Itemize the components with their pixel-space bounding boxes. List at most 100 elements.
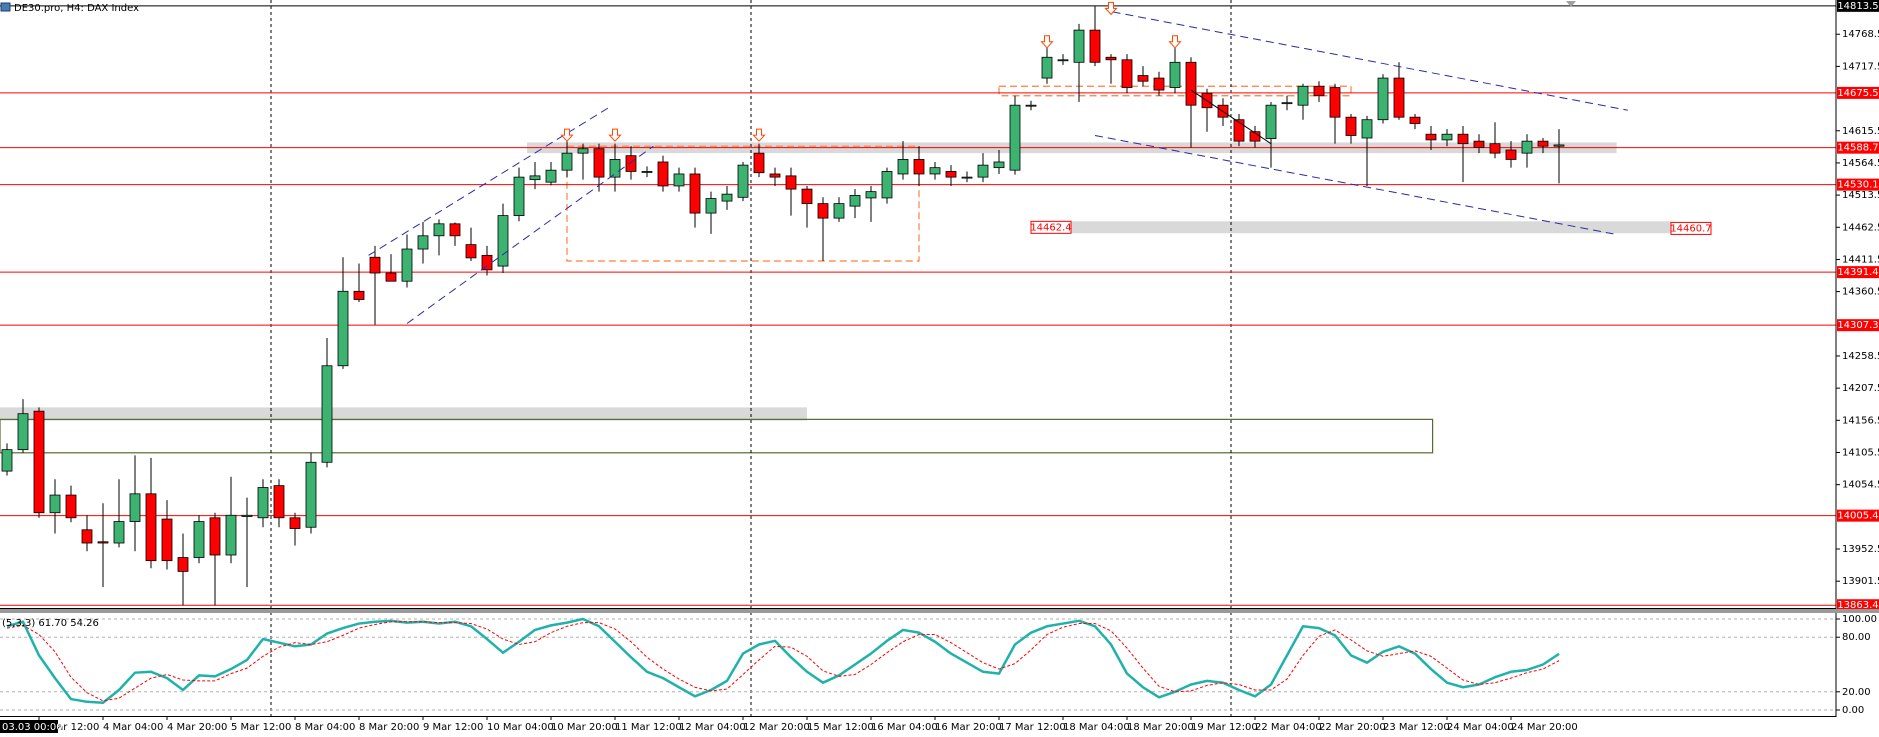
x-tick-label: 17 Mar 12:00 xyxy=(999,722,1066,733)
candle-body xyxy=(1537,140,1549,147)
candle-body xyxy=(529,175,541,181)
candle-body xyxy=(465,244,477,259)
candle-body xyxy=(1313,85,1325,97)
candle-body xyxy=(49,494,61,514)
x-tick-label: 23 Mar 12:00 xyxy=(1383,722,1450,733)
x-tick-label: 9 Mar 12:00 xyxy=(423,722,483,733)
y-tick-label: 13952.5 xyxy=(1842,544,1879,555)
candle-body xyxy=(881,171,893,199)
x-tick-label: 24 Mar 20:00 xyxy=(1511,722,1578,733)
candle-body xyxy=(1105,56,1117,61)
shift-marker xyxy=(1566,1,1576,7)
price-tag: 14462.4 xyxy=(1030,222,1071,233)
y-tick-label: 100.00 xyxy=(1842,614,1877,625)
x-tick-label: 3 Mar 12:00 xyxy=(39,722,99,733)
candle-body xyxy=(561,152,573,171)
price-tag-box xyxy=(1030,220,1072,234)
price-tag: 14460.7 xyxy=(1670,223,1711,234)
candle-body xyxy=(1281,102,1293,105)
candle-body xyxy=(1377,77,1389,121)
candle-body xyxy=(97,541,109,544)
candle-body xyxy=(33,410,45,514)
x-tick-label: 12 Mar 20:00 xyxy=(743,722,810,733)
candle-body xyxy=(17,413,29,451)
candle-body xyxy=(81,529,93,544)
candle-body xyxy=(625,155,637,172)
candle-body xyxy=(273,485,285,519)
y-tick-label: 14513.5 xyxy=(1842,190,1879,201)
level-label-box xyxy=(1837,141,1879,154)
x-tick-label: 24 Mar 04:00 xyxy=(1447,722,1514,733)
level-label: 14005.4 xyxy=(1837,511,1878,522)
candle-body xyxy=(321,365,333,463)
candle-body xyxy=(353,290,365,300)
candle-body xyxy=(1361,119,1373,139)
y-tick-label: 14615.5 xyxy=(1842,126,1879,137)
down-arrow xyxy=(1104,1,1118,16)
candle-body xyxy=(241,514,253,517)
candle-body xyxy=(481,254,493,271)
down-arrow xyxy=(752,128,766,142)
y-tick-label: 14564.5 xyxy=(1842,158,1879,169)
chart-title: DE30.pro, H4: DAX Index xyxy=(14,3,139,14)
candle-body xyxy=(577,148,589,154)
level-label: 14675.5 xyxy=(1837,88,1878,99)
candle-body xyxy=(1489,143,1501,154)
zone xyxy=(0,407,807,421)
candle-body xyxy=(225,514,237,556)
candle-body xyxy=(497,215,509,267)
x-tick-label: 4 Mar 04:00 xyxy=(103,722,163,733)
level-label-box xyxy=(1837,509,1879,522)
y-tick-label: 14717.5 xyxy=(1842,61,1879,72)
down-arrow xyxy=(608,128,622,142)
candle-body xyxy=(1153,77,1165,91)
candle-body xyxy=(401,248,413,282)
cursor-label: 03.03 00:00 xyxy=(2,722,63,733)
candle-body xyxy=(929,167,941,175)
mid-layer: 14768.5 14717.5 14615.5 14564.5 14513.5 14462… xyxy=(0,6,1879,733)
candle-body xyxy=(1297,85,1309,106)
candle-body xyxy=(545,169,557,183)
candle-body xyxy=(1409,116,1421,124)
indicator-line xyxy=(6,621,1560,702)
level-label: 14530.1 xyxy=(1837,180,1878,191)
candle-body xyxy=(801,188,813,205)
candle-body xyxy=(913,159,925,175)
candle-body xyxy=(1393,77,1405,118)
zone xyxy=(1031,221,1671,234)
candle-body xyxy=(1425,133,1437,141)
x-tick-label: 22 Mar 04:00 xyxy=(1255,722,1322,733)
x-tick-label: 8 Mar 04:00 xyxy=(295,722,355,733)
candle-body xyxy=(945,171,957,178)
trendline xyxy=(1112,11,1628,111)
candle-body xyxy=(145,493,157,562)
level-label-box xyxy=(1837,266,1879,279)
candle-body xyxy=(113,521,125,544)
candle-body xyxy=(673,173,685,187)
candle-body xyxy=(993,161,1005,169)
candle-body xyxy=(641,171,653,173)
candle-body xyxy=(705,198,717,214)
candle-body xyxy=(1329,87,1341,118)
candle-body xyxy=(177,557,189,572)
y-tick-label: 14054.5 xyxy=(1842,480,1879,491)
level-label: 14588.7 xyxy=(1837,143,1878,154)
candle-body xyxy=(1345,116,1357,136)
level-label: 14391.4 xyxy=(1837,267,1878,278)
candle-body xyxy=(1457,133,1469,145)
y-tick-label: 14360.5 xyxy=(1842,287,1879,298)
x-tick-label: 10 Mar 04:00 xyxy=(487,722,554,733)
indicator-line xyxy=(6,617,1560,704)
level-label: 13863.4 xyxy=(1837,600,1878,611)
candle-body xyxy=(1473,140,1485,148)
box xyxy=(0,418,1434,454)
candle-body xyxy=(513,176,525,217)
candle-body xyxy=(1441,133,1453,141)
level-label-box xyxy=(1837,599,1879,612)
x-tick-label: 5 Mar 12:00 xyxy=(231,722,291,733)
candle-body xyxy=(609,159,621,178)
x-tick-label: 16 Mar 04:00 xyxy=(871,722,938,733)
